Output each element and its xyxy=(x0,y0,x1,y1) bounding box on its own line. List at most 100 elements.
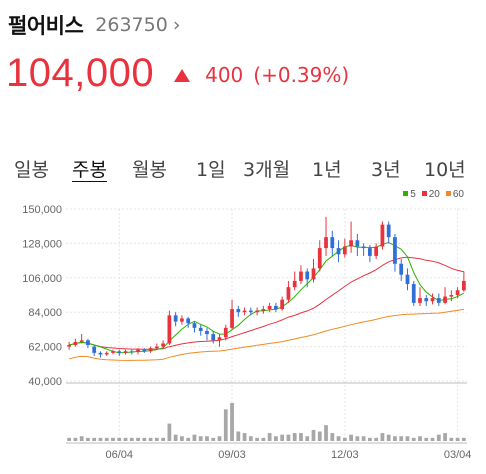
volume-bar xyxy=(424,437,429,441)
ma60-line xyxy=(68,308,464,361)
chevron-right-icon[interactable]: › xyxy=(172,14,181,36)
volume-bar xyxy=(129,437,134,441)
volume-bar xyxy=(280,434,285,441)
candle-body xyxy=(129,351,134,353)
candle-body xyxy=(280,299,285,310)
candle-body xyxy=(361,246,366,249)
volume-bar xyxy=(148,437,153,441)
tab-3month[interactable]: 3개월 xyxy=(243,159,291,181)
volume-bar xyxy=(386,434,391,441)
candle-body xyxy=(386,224,391,238)
volume-bar xyxy=(186,437,191,441)
volume-bar xyxy=(349,434,353,441)
price-change: 400 xyxy=(205,63,244,87)
volume-bar xyxy=(198,436,203,441)
volume-bar xyxy=(405,436,410,441)
stock-code[interactable]: 263750 xyxy=(95,14,168,36)
period-tabs: 일봉 주봉 월봉 1일 3개월 1년 3년 10년 xyxy=(0,155,486,189)
candle-body xyxy=(92,346,97,353)
candle-body xyxy=(292,280,297,288)
candle-body xyxy=(205,330,209,335)
stock-name: 펄어비스 xyxy=(8,14,84,38)
price-row: 104,000 400 (+0.39%) xyxy=(6,50,349,96)
current-price: 104,000 xyxy=(6,50,155,95)
tab-weekly[interactable]: 주봉 xyxy=(72,159,107,181)
volume-bar xyxy=(173,434,178,441)
chart-svg: 150,000 128,000 106,000 84,000 62,000 40,000 0… xyxy=(22,204,472,461)
price-change-percent: (+0.39%) xyxy=(253,63,350,87)
volume-bar xyxy=(342,437,347,441)
candle-body xyxy=(261,309,266,311)
candle-body xyxy=(349,240,353,247)
volume-bar xyxy=(248,436,253,441)
candle-body xyxy=(461,280,466,291)
candle-body xyxy=(192,323,197,328)
candle-body xyxy=(180,318,184,322)
candle-body xyxy=(355,240,360,247)
candle-body xyxy=(136,349,140,353)
ma20-line xyxy=(68,256,465,350)
y-tick-label: 106,000 xyxy=(22,273,62,285)
x-tick-label: 12/03 xyxy=(331,449,359,461)
candle-body xyxy=(374,246,379,256)
candle-body xyxy=(104,352,109,355)
volume-bar xyxy=(324,425,328,441)
candle-body xyxy=(255,310,259,313)
candle-body xyxy=(242,310,247,313)
candle-body xyxy=(111,351,115,353)
tab-1year[interactable]: 1년 xyxy=(312,159,342,181)
candle-body xyxy=(424,298,429,302)
volume-bar xyxy=(236,431,241,441)
candle-body xyxy=(86,340,90,346)
volume-bar xyxy=(267,433,272,441)
x-tick-label: 09/03 xyxy=(218,449,246,461)
candle-body xyxy=(154,346,159,349)
stock-header: 펄어비스 263750 › xyxy=(8,10,180,40)
y-tick-label: 150,000 xyxy=(22,204,62,216)
tab-daily[interactable]: 일봉 xyxy=(14,159,49,181)
tab-10year[interactable]: 10년 xyxy=(424,159,466,181)
tab-3year[interactable]: 3년 xyxy=(371,159,401,181)
volume-bar xyxy=(374,437,379,441)
volume-bar xyxy=(261,437,266,441)
volume-bar xyxy=(361,436,366,441)
candle-body xyxy=(418,298,422,303)
volume-bar xyxy=(79,436,84,441)
candle-body xyxy=(274,305,278,310)
candle-body xyxy=(380,224,385,247)
volume-bar xyxy=(123,437,128,441)
candle-body xyxy=(236,309,241,313)
volume-bar xyxy=(286,434,291,441)
legend-ma20: 20 xyxy=(421,189,440,200)
x-tick-label: 03/04 xyxy=(444,449,472,461)
volume-bar xyxy=(217,436,222,441)
volume-bar xyxy=(436,434,441,441)
candle-body xyxy=(342,246,347,255)
candle-body xyxy=(305,271,310,280)
candle-body xyxy=(167,315,172,344)
volume-bar xyxy=(317,431,322,441)
candle-body xyxy=(217,337,222,341)
volume-bar xyxy=(355,436,360,441)
candle-body xyxy=(330,237,335,249)
candle-body xyxy=(198,327,203,331)
volume-bar xyxy=(311,429,316,441)
candle-body xyxy=(393,237,397,264)
volume-bar xyxy=(192,434,197,441)
candle-body xyxy=(311,268,316,280)
volume-bar xyxy=(336,436,341,441)
volume-bar xyxy=(180,436,184,441)
volume-bar xyxy=(111,437,115,441)
tab-1day[interactable]: 1일 xyxy=(196,159,226,181)
volume-bar xyxy=(299,433,303,441)
tab-monthly[interactable]: 월봉 xyxy=(132,159,167,181)
volume-bar xyxy=(399,436,404,441)
volume-bar xyxy=(161,437,165,441)
volume-bar xyxy=(368,437,372,441)
x-tick-label: 06/04 xyxy=(105,449,133,461)
volume-bar xyxy=(167,423,172,441)
candle-body xyxy=(443,296,447,303)
candle-body xyxy=(123,351,128,353)
weekly-candlestick-chart[interactable]: 150,000 128,000 106,000 84,000 62,000 40,000 0… xyxy=(0,195,486,474)
candle-body xyxy=(223,327,228,338)
